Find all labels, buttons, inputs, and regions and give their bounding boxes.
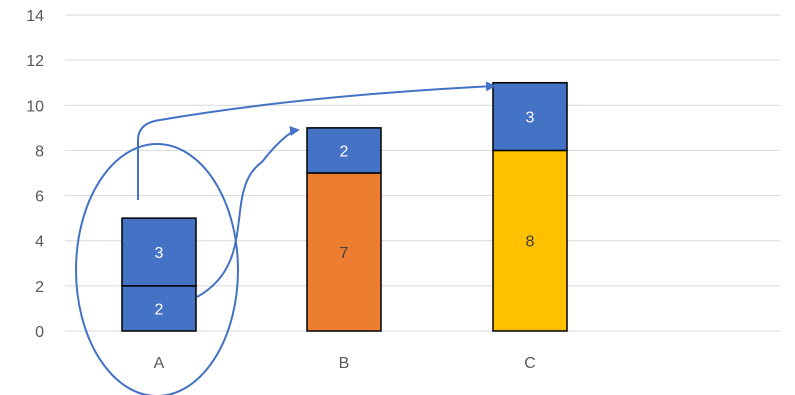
x-tick-label: B: [339, 355, 350, 372]
y-tick-label: 2: [35, 279, 44, 296]
bar-segment: [121, 285, 197, 332]
y-tick-label: 4: [35, 234, 44, 251]
data-label: 3: [155, 245, 164, 262]
data-label: 2: [155, 301, 164, 318]
y-axis-tick-labels: 0 2 4 6 8 10 12 14: [26, 8, 44, 341]
y-tick-label: 6: [35, 189, 44, 206]
bar-segment: [306, 127, 382, 174]
arrow-a-to-b: [196, 126, 300, 298]
y-tick-label: 12: [26, 53, 44, 70]
bars: 2 3 7 2 8 3: [121, 81, 568, 332]
data-label: 2: [340, 143, 349, 160]
arrow-a-to-c: [137, 81, 496, 200]
bar-segment: [306, 172, 382, 332]
x-axis-tick-labels: A B C: [154, 355, 536, 372]
bar-c: [492, 81, 568, 332]
bar-b: [306, 127, 382, 332]
y-tick-label: 10: [26, 98, 44, 115]
annotations: [75, 81, 496, 395]
highlight-ellipse: [75, 143, 239, 395]
y-tick-label: 0: [35, 324, 44, 341]
data-label: 7: [340, 245, 349, 262]
bar-segment: [492, 149, 568, 332]
data-label: 8: [526, 234, 535, 251]
y-tick-label: 14: [26, 8, 44, 25]
bar-segment: [492, 81, 568, 152]
x-tick-label: C: [524, 355, 536, 372]
bar-a: [121, 217, 197, 332]
x-tick-label: A: [154, 355, 165, 372]
data-label: 3: [526, 110, 535, 127]
bar-segment: [121, 217, 197, 287]
y-tick-label: 8: [35, 143, 44, 160]
